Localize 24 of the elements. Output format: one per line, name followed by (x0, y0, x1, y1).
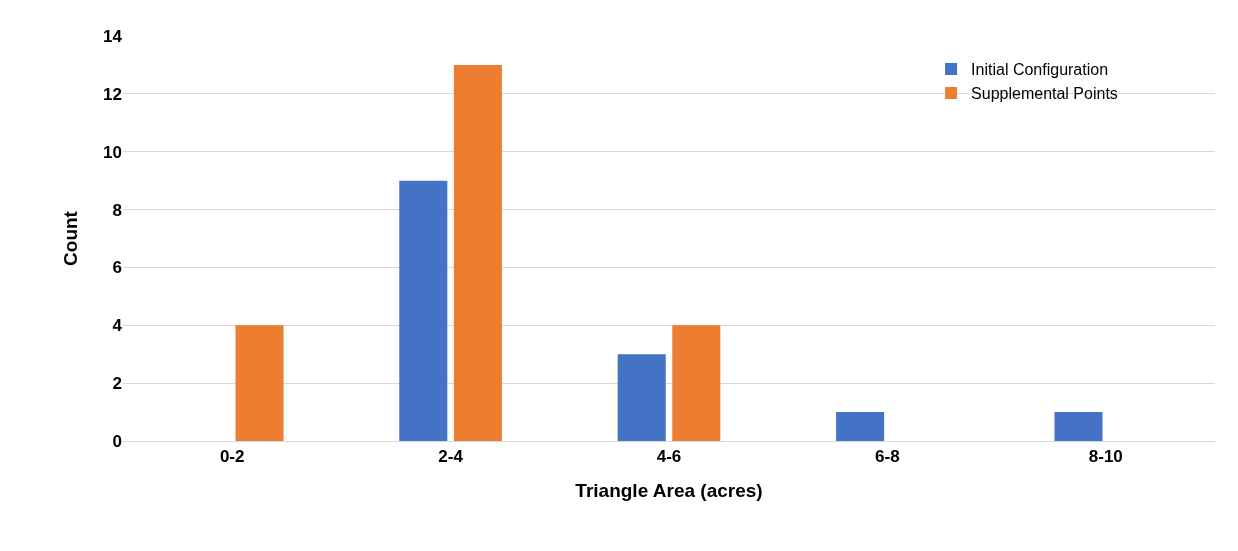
bar (399, 180, 448, 441)
y-tick-label: 0 (112, 431, 122, 451)
y-axis-title: Count (59, 210, 81, 266)
x-tick-label: 0-2 (219, 447, 245, 467)
x-tick-label: 6-8 (875, 447, 900, 467)
y-tick-label: 14 (103, 26, 123, 46)
y-tick-label: 2 (112, 374, 122, 394)
y-tick-label: 10 (103, 142, 122, 162)
x-tick-label: 8-10 (1088, 447, 1123, 467)
bar (453, 64, 502, 441)
bar (1054, 412, 1103, 441)
x-tick-label: 2-4 (438, 447, 464, 467)
x-axis-title: Triangle Area (acres) (575, 480, 763, 502)
x-tick-label: 4-6 (656, 447, 682, 467)
y-tick-label: 8 (112, 200, 122, 220)
bar (836, 412, 885, 441)
bar (617, 354, 666, 441)
y-tick-label: 12 (103, 84, 122, 104)
legend-label: Supplemental Points (971, 85, 1118, 103)
legend-label: Initial Configuration (971, 61, 1109, 79)
bar (235, 325, 284, 441)
y-tick-label: 6 (112, 258, 122, 278)
bar (672, 325, 721, 441)
y-tick-label: 4 (112, 316, 123, 336)
